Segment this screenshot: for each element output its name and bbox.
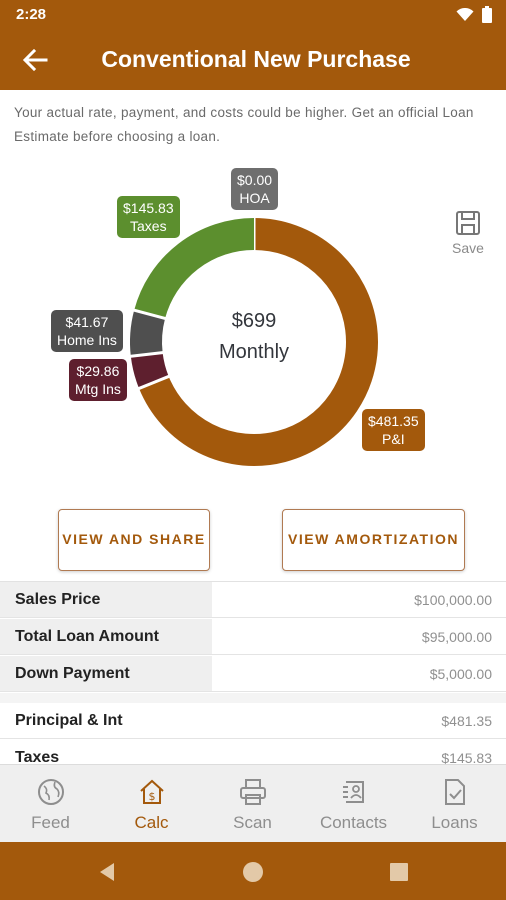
slice-value: $41.67: [65, 314, 109, 330]
calculator-house-icon: $: [139, 779, 164, 804]
status-time: 2:28: [16, 6, 47, 23]
nav-label: Calc: [134, 813, 169, 832]
nav-item-scan[interactable]: Scan: [202, 765, 303, 843]
contacts-icon: [342, 781, 364, 803]
donut-slice-taxes: [134, 218, 255, 319]
row-label: Total Loan Amount: [0, 619, 212, 654]
row-value: $5,000.00: [429, 666, 492, 682]
slice-name: P&I: [382, 431, 405, 447]
slice-value: $145.83: [123, 200, 174, 216]
section-divider: [0, 693, 506, 703]
view-and-share-button[interactable]: VIEW AND SHARE: [58, 509, 210, 571]
wifi-icon: [456, 7, 474, 21]
nav-label: Feed: [31, 813, 70, 832]
row-value: $95,000.00: [421, 629, 492, 645]
chart-center-amount: $699: [231, 310, 277, 332]
slice-value: $29.86: [76, 363, 120, 379]
recents-square-icon[interactable]: [386, 859, 412, 885]
slice-name: Home Ins: [57, 332, 117, 348]
slice-label-home-ins: $41.67 Home Ins: [51, 310, 123, 352]
slice-name: Taxes: [130, 218, 167, 234]
nav-item-contacts[interactable]: Contacts: [303, 765, 404, 843]
system-nav-bar: [0, 842, 506, 900]
row-value: $100,000.00: [414, 592, 492, 608]
back-button[interactable]: [18, 44, 52, 76]
status-icons: [456, 6, 492, 23]
donut-svg: [129, 217, 378, 466]
row-label: Down Payment: [0, 656, 212, 691]
slice-name: HOA: [239, 190, 270, 206]
nav-item-calc[interactable]: $ Calc: [101, 765, 202, 843]
home-circle-icon[interactable]: [240, 859, 266, 885]
slice-value: $481.35: [368, 413, 419, 429]
nav-label: Contacts: [319, 813, 388, 832]
chart-center-label: Monthly: [218, 341, 290, 363]
table-row-down-payment: Down Payment $5,000.00: [0, 656, 506, 692]
back-triangle-icon[interactable]: [94, 859, 120, 885]
arrow-left-icon: [22, 49, 48, 71]
slice-separator: [132, 308, 167, 321]
slice-label-taxes: $145.83 Taxes: [117, 196, 180, 238]
table-row-sales-price: Sales Price $100,000.00: [0, 582, 506, 618]
row-value: $145.83: [441, 750, 492, 764]
slice-separator: [129, 350, 164, 358]
status-bar: 2:28: [0, 0, 506, 30]
slice-label-hoa: $0.00 HOA: [231, 168, 279, 210]
donut-slice-p-i: [139, 218, 378, 466]
view-amortization-button[interactable]: VIEW AMORTIZATION: [282, 509, 465, 571]
slice-label-mtg-ins: $29.86 Mtg Ins: [69, 359, 127, 401]
table-row-taxes: Taxes $145.83: [0, 740, 506, 764]
nav-label: Loans: [431, 813, 478, 832]
save-label: Save: [452, 240, 484, 256]
nav-label: Scan: [233, 813, 272, 832]
battery-icon: [482, 6, 492, 23]
donut-slice-home-ins: [130, 310, 166, 357]
disclaimer-text: Your actual rate, payment, and costs cou…: [14, 105, 474, 144]
slice-value: $0.00: [237, 172, 273, 188]
table-row-principal-int: Principal & Int $481.35: [0, 703, 506, 739]
payment-donut-chart: $699 Monthly $0.00 HOA $145.83 Taxes $41…: [0, 160, 506, 500]
printer-icon: [239, 779, 266, 805]
row-label: Principal & Int: [0, 703, 212, 738]
slice-name: Mtg Ins: [75, 381, 121, 397]
save-button[interactable]: Save: [446, 210, 490, 264]
nav-item-feed[interactable]: Feed: [0, 765, 101, 843]
donut-slice-mtg-ins: [130, 352, 169, 389]
globe-icon: [37, 779, 64, 805]
slice-label-pi: $481.35 P&I: [362, 409, 425, 451]
row-label: Taxes: [0, 740, 212, 764]
row-value: $481.35: [441, 713, 492, 729]
bottom-nav: Feed $ Calc Scan Contacts Loans: [0, 764, 506, 842]
table-row-total-loan-amount: Total Loan Amount $95,000.00: [0, 619, 506, 655]
loan-summary-table: Sales Price $100,000.00 Total Loan Amoun…: [0, 581, 506, 764]
nav-item-loans[interactable]: Loans: [404, 765, 505, 843]
slice-separator: [137, 374, 171, 391]
page-title: Conventional New Purchase: [101, 46, 411, 72]
floppy-disk-icon: [456, 211, 480, 235]
document-check-icon: [444, 779, 465, 805]
app-bar: Conventional New Purchase: [0, 30, 506, 90]
svg-text:$: $: [148, 790, 155, 803]
row-label: Sales Price: [0, 582, 212, 617]
